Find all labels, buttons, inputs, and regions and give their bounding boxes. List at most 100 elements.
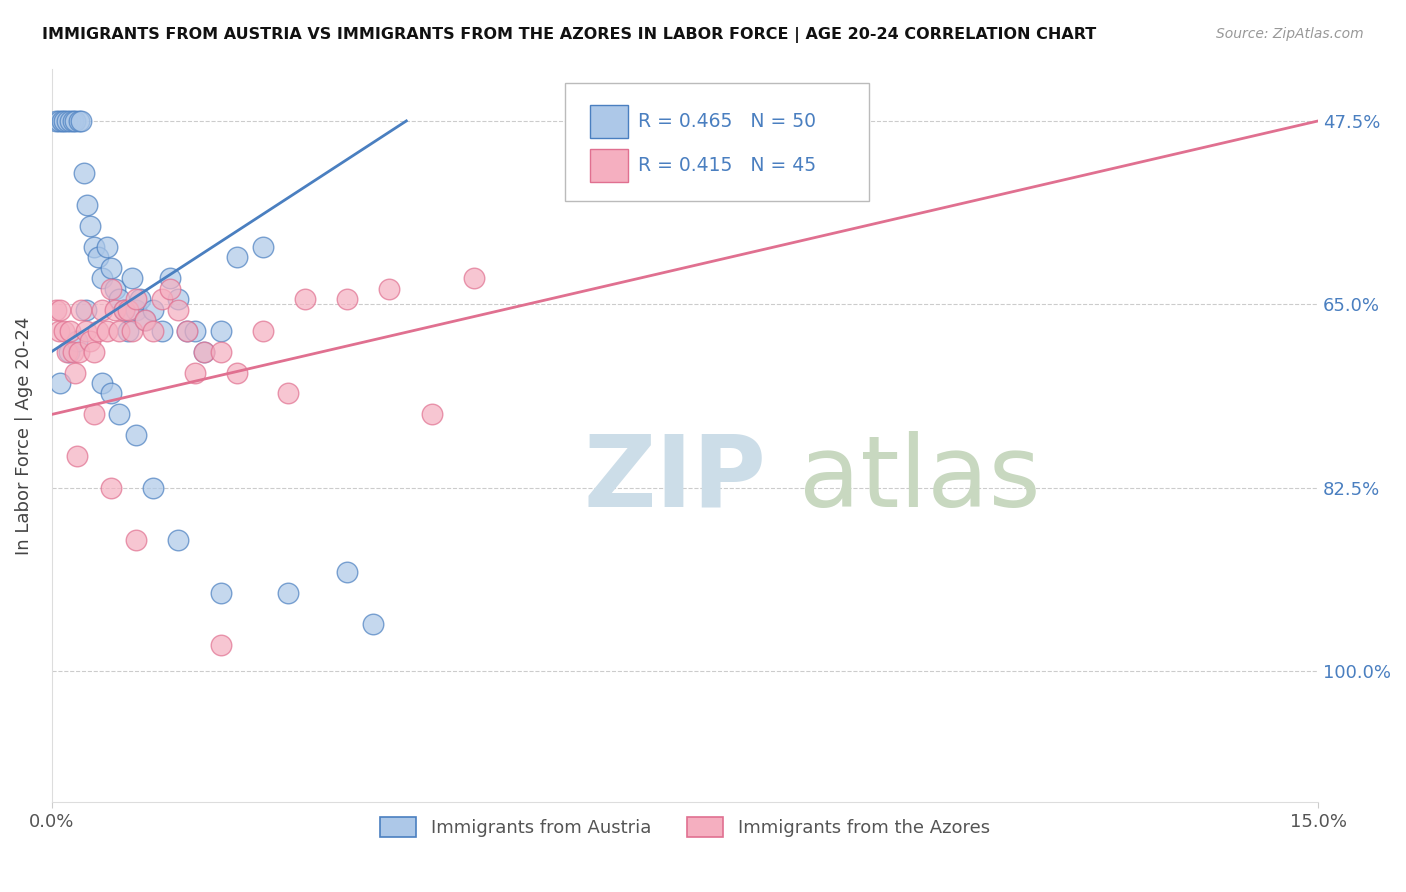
Point (65, 114, 87, 128)
Point (167, 292, 190, 306)
Point (193, 344, 215, 359)
Point (134, 313, 156, 327)
Point (121, 271, 143, 285)
Text: Source: ZipAtlas.com: Source: ZipAtlas.com (1216, 27, 1364, 41)
Point (142, 324, 165, 338)
Point (336, 292, 359, 306)
Point (49, 376, 72, 390)
Point (104, 302, 127, 317)
Text: R = 0.415   N = 45: R = 0.415 N = 45 (638, 156, 817, 175)
Point (59, 324, 82, 338)
Point (67, 344, 90, 359)
Point (184, 324, 207, 338)
Point (87, 324, 110, 338)
Point (49, 302, 72, 317)
Text: atlas: atlas (799, 431, 1040, 528)
Point (252, 324, 274, 338)
Point (125, 292, 148, 306)
Point (45, 114, 67, 128)
Point (117, 302, 139, 317)
Text: IMMIGRANTS FROM AUSTRIA VS IMMIGRANTS FROM THE AZORES IN LABOR FORCE | AGE 20-24: IMMIGRANTS FROM AUSTRIA VS IMMIGRANTS FR… (42, 27, 1097, 43)
Point (53, 114, 76, 128)
Point (277, 386, 299, 401)
Point (62, 114, 84, 128)
Bar (591, 149, 628, 182)
Point (100, 260, 122, 275)
Point (75, 302, 97, 317)
Point (48, 114, 70, 128)
Point (129, 292, 152, 306)
Point (108, 324, 131, 338)
Point (56, 114, 79, 128)
Point (277, 585, 299, 599)
Point (66, 450, 89, 464)
Point (75, 324, 97, 338)
Y-axis label: In Labor Force | Age 20-24: In Labor Force | Age 20-24 (15, 316, 32, 555)
Point (125, 302, 148, 317)
Point (100, 282, 122, 296)
Text: R = 0.465   N = 50: R = 0.465 N = 50 (638, 112, 815, 131)
Point (56, 344, 79, 359)
Point (125, 428, 148, 442)
Point (66, 334, 89, 348)
Point (58, 344, 80, 359)
Point (45, 302, 67, 317)
Point (100, 481, 122, 495)
Point (150, 292, 173, 306)
Point (193, 344, 215, 359)
Point (83, 240, 105, 254)
Point (112, 302, 135, 317)
Point (226, 250, 249, 264)
Point (150, 324, 173, 338)
Point (59, 114, 82, 128)
Point (96, 324, 118, 338)
Point (104, 282, 127, 296)
Point (91, 302, 114, 317)
Point (91, 376, 114, 390)
Point (420, 408, 443, 422)
Point (361, 617, 384, 632)
Point (112, 302, 135, 317)
Point (67, 114, 90, 128)
Point (108, 292, 131, 306)
Point (79, 219, 101, 233)
Point (70, 114, 93, 128)
Point (252, 240, 274, 254)
Point (87, 250, 110, 264)
Point (378, 282, 401, 296)
Point (79, 334, 101, 348)
Point (176, 324, 198, 338)
Point (73, 166, 96, 180)
Point (70, 302, 93, 317)
Point (65, 366, 87, 380)
Point (226, 366, 249, 380)
Point (53, 324, 76, 338)
Point (209, 324, 232, 338)
Point (336, 565, 359, 579)
Point (209, 585, 232, 599)
Point (176, 324, 198, 338)
Point (209, 344, 232, 359)
Point (159, 271, 181, 285)
Point (108, 408, 131, 422)
Point (96, 240, 118, 254)
Point (100, 386, 122, 401)
Point (294, 292, 316, 306)
Point (142, 481, 165, 495)
Text: ZIP: ZIP (583, 431, 766, 528)
Point (167, 302, 190, 317)
Point (83, 408, 105, 422)
Point (463, 271, 485, 285)
FancyBboxPatch shape (565, 83, 869, 201)
Point (76, 198, 98, 212)
Point (121, 324, 143, 338)
Point (125, 533, 148, 548)
Point (184, 366, 207, 380)
Legend: Immigrants from Austria, Immigrants from the Azores: Immigrants from Austria, Immigrants from… (373, 809, 997, 845)
Point (159, 282, 181, 296)
Point (209, 638, 232, 652)
Point (62, 344, 84, 359)
Point (142, 302, 165, 317)
Bar (591, 105, 628, 138)
Point (51, 114, 73, 128)
